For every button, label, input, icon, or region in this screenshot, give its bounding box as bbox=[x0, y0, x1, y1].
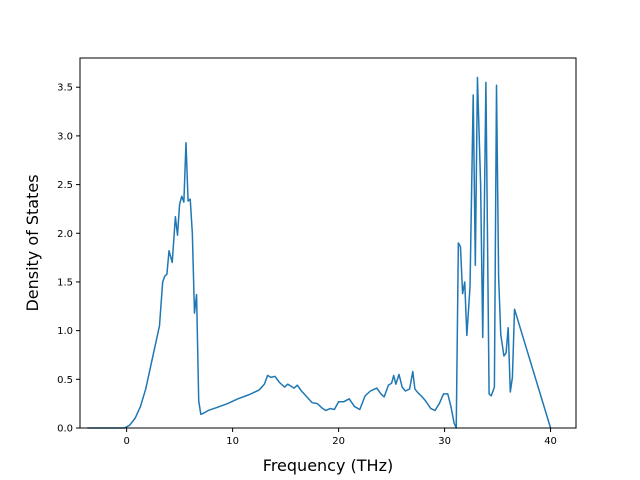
y-tick-label: 2.5 bbox=[57, 180, 73, 191]
y-axis-label: Density of States bbox=[23, 174, 42, 311]
y-tick-label: 0.0 bbox=[57, 424, 73, 435]
y-tick-label: 3.0 bbox=[57, 131, 73, 142]
x-tick-label: 0 bbox=[123, 436, 129, 447]
y-tick-label: 1.5 bbox=[57, 277, 73, 288]
y-axis-ticks: 0.0 0.5 1.0 1.5 2.0 2.5 3.0 3.5 bbox=[57, 83, 80, 435]
x-axis-label: Frequency (THz) bbox=[263, 456, 393, 475]
y-tick-label: 1.0 bbox=[57, 326, 73, 337]
x-tick-label: 40 bbox=[544, 436, 557, 447]
y-tick-label: 0.5 bbox=[57, 375, 73, 386]
x-tick-label: 30 bbox=[438, 436, 451, 447]
x-tick-label: 20 bbox=[332, 436, 345, 447]
plot-background bbox=[80, 58, 576, 428]
y-tick-label: 3.5 bbox=[57, 83, 73, 94]
x-tick-label: 10 bbox=[226, 436, 239, 447]
y-tick-label: 2.0 bbox=[57, 229, 73, 240]
series-layer bbox=[87, 76, 552, 429]
x-axis-ticks: 0 10 20 30 40 bbox=[123, 428, 557, 447]
plot-frame bbox=[79, 57, 577, 429]
dos-series-line-0 bbox=[87, 76, 552, 429]
